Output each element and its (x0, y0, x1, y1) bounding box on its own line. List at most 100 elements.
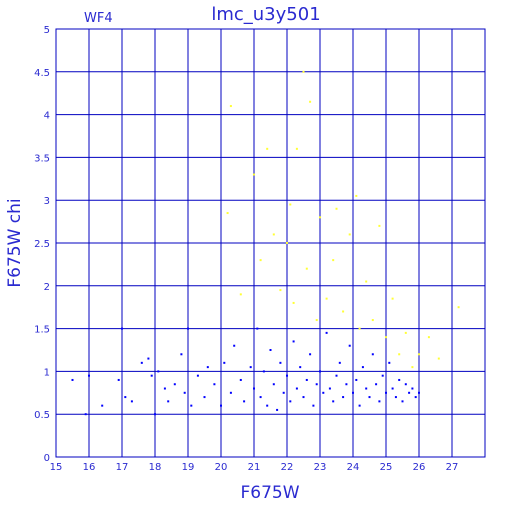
data-point (266, 147, 269, 150)
data-point (203, 396, 206, 399)
data-point (335, 374, 338, 377)
data-point (309, 353, 312, 356)
data-point (385, 391, 387, 394)
x-tick-label: 16 (83, 462, 96, 473)
data-point (378, 224, 381, 227)
data-point (348, 233, 351, 236)
y-tick-label: 2 (44, 282, 50, 293)
data-point (256, 327, 259, 330)
x-tick-label: 22 (281, 462, 294, 473)
data-point (338, 361, 341, 364)
x-tick-label: 24 (347, 462, 360, 473)
data-point (279, 289, 282, 292)
y-tick-label: 5 (44, 25, 50, 36)
data-point (266, 404, 269, 407)
data-point (375, 383, 378, 386)
data-point (272, 383, 275, 386)
data-point (259, 259, 262, 262)
panel-annotation: WF4 (84, 11, 113, 26)
data-point (381, 374, 384, 377)
x-axis-label: F675W (240, 483, 299, 503)
y-axis-label: F675W chi (5, 198, 25, 287)
data-point (289, 203, 292, 206)
data-point (345, 383, 348, 386)
data-point (154, 413, 156, 416)
chart-title: lmc_u3y501 (211, 4, 320, 25)
y-tick-label: 4.5 (34, 68, 50, 79)
data-point (196, 374, 199, 377)
data-point (342, 310, 345, 313)
data-point (167, 400, 170, 403)
data-point (302, 70, 305, 73)
x-tick-label: 19 (182, 462, 195, 473)
data-point (282, 391, 285, 394)
data-point (295, 147, 298, 150)
x-tick-label: 20 (215, 462, 228, 473)
data-point (173, 383, 176, 386)
data-point (398, 353, 401, 356)
data-point (269, 349, 272, 351)
data-point (305, 267, 308, 270)
data-point (259, 396, 262, 399)
data-point (365, 280, 368, 283)
x-tick-label: 23 (314, 462, 327, 473)
data-point (187, 327, 189, 330)
data-point (348, 344, 351, 347)
data-point (391, 297, 394, 300)
data-point (368, 396, 371, 399)
data-point (286, 374, 288, 377)
data-point (292, 301, 295, 304)
data-point (332, 400, 335, 403)
data-point (371, 319, 374, 322)
data-point (150, 374, 153, 377)
data-point (226, 212, 229, 215)
data-point (404, 331, 407, 334)
y-tick-label: 3.5 (34, 153, 50, 164)
data-point (401, 400, 404, 403)
data-point (220, 404, 222, 407)
data-point (239, 293, 242, 296)
data-point (342, 396, 345, 399)
data-point (229, 105, 232, 108)
data-point (88, 374, 90, 377)
data-point (309, 100, 312, 103)
data-point (404, 383, 407, 386)
data-point (279, 361, 282, 364)
data-point (183, 391, 186, 394)
x-axis-ticks: 15 16 17 18 19 20 21 22 23 24 25 26 27 (50, 462, 459, 473)
data-point (315, 383, 318, 386)
data-point (388, 361, 391, 364)
data-point (322, 391, 325, 394)
data-point (101, 404, 104, 407)
data-point (365, 387, 368, 390)
data-point (391, 387, 394, 390)
data-point (249, 366, 252, 369)
x-tick-label: 27 (446, 462, 459, 473)
data-point (325, 297, 328, 300)
data-point (305, 378, 308, 381)
data-point (315, 319, 318, 322)
y-tick-label: 1 (44, 367, 50, 378)
x-tick-label: 25 (380, 462, 393, 473)
data-point (427, 336, 430, 339)
x-tick-label: 18 (149, 462, 162, 473)
x-tick-label: 15 (50, 462, 63, 473)
data-point (289, 400, 292, 403)
y-tick-label: 2.5 (34, 239, 50, 250)
data-point (180, 353, 183, 356)
data-point (371, 353, 374, 356)
data-point (385, 336, 387, 339)
data-point (262, 370, 265, 373)
data-point (394, 396, 397, 399)
data-point (355, 378, 358, 381)
data-point (355, 194, 358, 197)
data-point (457, 306, 460, 309)
data-point (358, 327, 361, 330)
x-tick-label: 17 (116, 462, 129, 473)
data-point (206, 366, 209, 369)
data-point (335, 207, 338, 210)
x-tick-label: 26 (413, 462, 426, 473)
data-point (302, 396, 305, 399)
